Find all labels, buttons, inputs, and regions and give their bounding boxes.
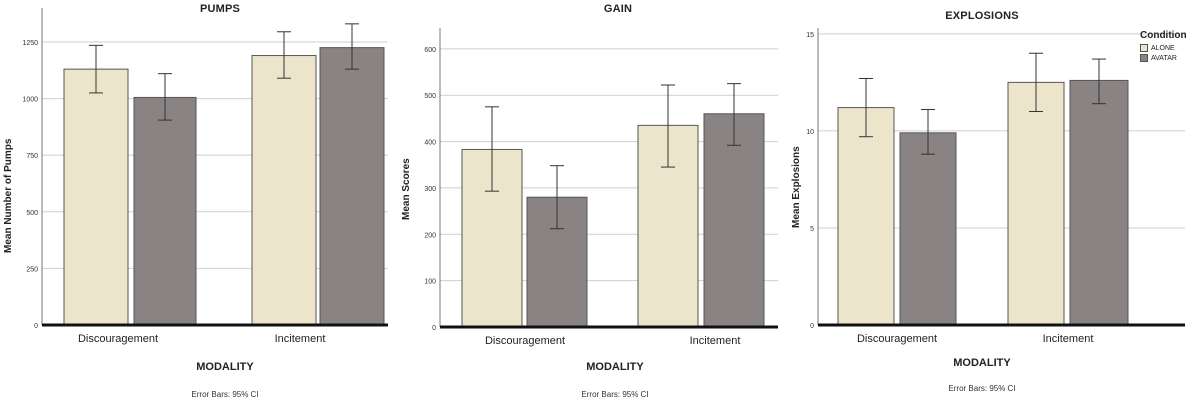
x-category-label: Discouragement xyxy=(78,333,158,345)
y-tick-label: 0 xyxy=(432,325,436,332)
y-tick-label: 0 xyxy=(810,323,814,330)
y-tick-label: 500 xyxy=(26,210,38,217)
y-tick-label: 250 xyxy=(26,266,38,273)
x-axis-label: MODALITY xyxy=(196,361,254,373)
gain-chart-plot: 0 100 200 300 400 500 600 Discouragement Incitem… xyxy=(424,28,778,347)
y-tick-label: 100 xyxy=(424,279,436,286)
gain-chart-panel: GAIN 0 100 200 300 400 500 600 Discouragement In… xyxy=(400,0,800,404)
y-axis-label: Mean Number of Pumps xyxy=(3,138,14,253)
chart-title: EXPLOSIONS xyxy=(945,10,1019,22)
y-tick-label: 200 xyxy=(424,232,436,239)
bar-alone-incitement xyxy=(1007,81,1065,326)
x-category-label: Incitement xyxy=(1043,333,1094,345)
x-category-label: Incitement xyxy=(275,333,326,345)
legend-swatch-alone xyxy=(1140,44,1148,52)
y-tick-label: 1250 xyxy=(22,40,38,47)
explosions-chart-plot: 0 5 10 15 Discouragement Incitement xyxy=(806,28,1185,345)
chart-title: PUMPS xyxy=(199,3,241,15)
legend-swatch-avatar xyxy=(1140,54,1148,62)
bar-avatar-incitement xyxy=(703,113,765,328)
legend-item-avatar: AVATAR xyxy=(1140,54,1200,62)
x-category-label: Incitement xyxy=(690,335,741,347)
bar-avatar-discouragement xyxy=(133,96,197,326)
legend-label-alone: ALONE xyxy=(1151,44,1175,52)
y-tick-label: 10 xyxy=(806,129,814,136)
legend-label-avatar: AVATAR xyxy=(1151,54,1177,62)
y-tick-label: 15 xyxy=(806,32,814,39)
x-axis-label: MODALITY xyxy=(586,361,644,373)
error-bars-note: Error Bars: 95% CI xyxy=(191,390,259,399)
bar-alone-discouragement xyxy=(837,107,895,326)
explosions-chart-panel: EXPLOSIONS 0 5 10 15 Discouragement Incitemen… xyxy=(791,0,1200,404)
bar-avatar-incitement xyxy=(319,47,385,326)
bar-alone-discouragement xyxy=(63,68,129,326)
error-bars-note: Error Bars: 95% CI xyxy=(581,390,649,399)
bar-avatar-incitement xyxy=(1069,79,1129,326)
y-tick-label: 0 xyxy=(34,323,38,330)
x-category-label: Discouragement xyxy=(485,335,565,347)
y-axis-label: Mean Scores xyxy=(401,158,412,220)
x-category-label: Discouragement xyxy=(857,333,937,345)
y-tick-label: 750 xyxy=(26,153,38,160)
y-tick-label: 600 xyxy=(424,47,436,54)
bar-alone-incitement xyxy=(251,55,317,326)
legend: Condition ALONE AVATAR xyxy=(1140,30,1200,64)
x-axis-label: MODALITY xyxy=(953,357,1011,369)
y-tick-label: 500 xyxy=(424,93,436,100)
error-bars-note: Error Bars: 95% CI xyxy=(948,384,1016,393)
y-tick-label: 5 xyxy=(810,226,814,233)
legend-item-alone: ALONE xyxy=(1140,44,1200,52)
y-tick-label: 400 xyxy=(424,140,436,147)
pumps-chart-plot: 0 250 500 750 1000 1250 Discouragement Inciteme… xyxy=(22,8,388,345)
chart-title: GAIN xyxy=(603,3,633,15)
y-tick-label: 1000 xyxy=(22,97,38,104)
pumps-chart-panel: PUMPS 0 250 500 750 1000 1250 Discouragement In… xyxy=(0,0,400,404)
legend-title: Condition xyxy=(1140,30,1187,41)
y-tick-label: 300 xyxy=(424,186,436,193)
bar-avatar-discouragement xyxy=(899,132,957,326)
y-axis-label: Mean Explosions xyxy=(791,146,802,228)
